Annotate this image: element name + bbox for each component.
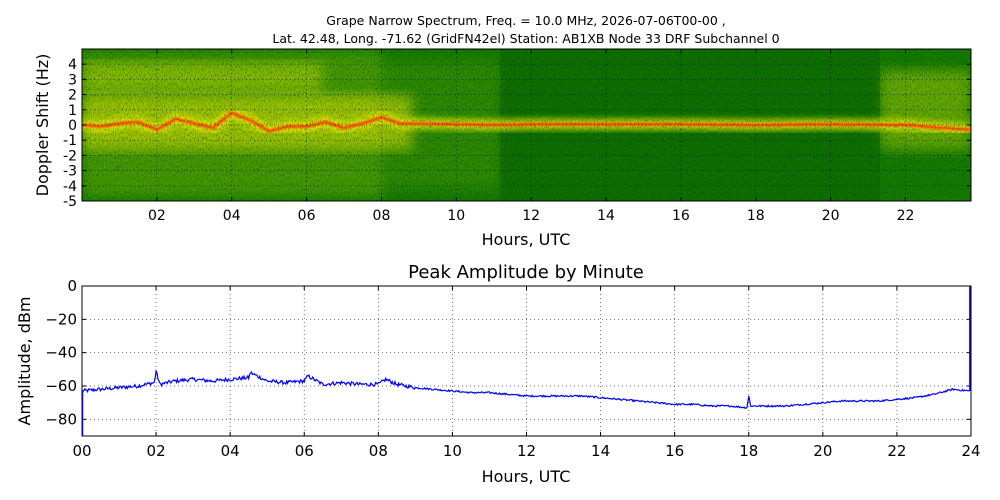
spectrogram-x-ticks: 02 04 06 08 10 12 14 16 18 20 22 [148,49,914,224]
spectrogram-x-tick-label: 10 [447,208,465,224]
spectrogram-y-label: Doppler Shift (Hz) [33,54,52,197]
amplitude-y-ticks: 0 −20 −40 −60 −80 [45,277,971,428]
spectrogram-x-tick-label: 16 [672,208,690,224]
spectrogram-y-tick-label: 3 [68,72,77,88]
amplitude-x-tick-label: 20 [813,442,832,460]
spectrogram-y-tick-label: -1 [63,133,77,149]
amplitude-x-tick-label: 12 [517,442,536,460]
spectrogram-y-tick-label: -5 [63,194,77,210]
spectrogram-x-label: Hours, UTC [482,230,571,249]
figure-title-line2: Lat. 42.48, Long. -71.62 (GridFN42el) St… [272,31,779,46]
spectrogram-y-tick-label: -3 [63,164,77,180]
figure-title-line1: Grape Narrow Spectrum, Freq. = 10.0 MHz,… [326,13,725,28]
spectrogram-y-tick-label: 4 [68,57,77,73]
spectrogram-x-tick-label: 02 [148,208,166,224]
spectrogram-y-tick-label: 0 [68,118,77,134]
amplitude-plot-area [82,286,971,436]
spectrogram-x-tick-label: 20 [822,208,840,224]
spectrogram-image [82,49,971,201]
amplitude-x-tick-label: 00 [72,442,91,460]
amplitude-x-tick-label: 02 [147,442,166,460]
spectrogram-x-tick-label: 12 [522,208,540,224]
spectrogram-x-tick-label: 08 [373,208,391,224]
spectrogram-x-tick-label: 14 [597,208,615,224]
amplitude-panel: Peak Amplitude by Minute 00 02 04 06 08 10 12 1… [15,262,981,486]
amplitude-x-tick-label: 06 [295,442,314,460]
spectrogram-y-tick-label: -2 [63,148,77,164]
amplitude-y-tick-label: −20 [45,310,77,328]
amplitude-chart-title: Peak Amplitude by Minute [408,262,644,283]
amplitude-x-tick-label: 16 [665,442,684,460]
amplitude-x-tick-label: 14 [591,442,610,460]
amplitude-series-line [82,369,971,409]
spectrogram-y-tick-label: 1 [68,103,77,119]
spectrogram-x-tick-label: 06 [298,208,316,224]
amplitude-y-tick-label: −60 [45,377,77,395]
amplitude-y-tick-label: 0 [67,277,77,295]
spectrogram-x-tick-label: 04 [223,208,241,224]
amplitude-y-tick-label: −40 [45,344,77,362]
spectrogram-y-tick-label: 2 [68,88,77,104]
amplitude-x-tick-label: 22 [887,442,906,460]
amplitude-x-tick-label: 10 [443,442,462,460]
amplitude-x-tick-label: 18 [739,442,758,460]
amplitude-y-label: Amplitude, dBm [15,297,34,426]
spectrogram-grid [82,49,971,201]
amplitude-x-tick-label: 04 [221,442,240,460]
amplitude-y-tick-label: −80 [45,410,77,428]
spectrogram-y-tick-label: -4 [63,179,77,195]
amplitude-x-tick-label: 08 [369,442,388,460]
amplitude-x-label: Hours, UTC [482,467,571,486]
spectrogram-x-tick-label: 22 [897,208,915,224]
amplitude-x-tick-label: 24 [961,442,980,460]
spectrogram-x-tick-label: 18 [747,208,765,224]
amplitude-x-ticks: 00 02 04 06 08 10 12 14 16 18 20 22 24 [72,286,981,460]
